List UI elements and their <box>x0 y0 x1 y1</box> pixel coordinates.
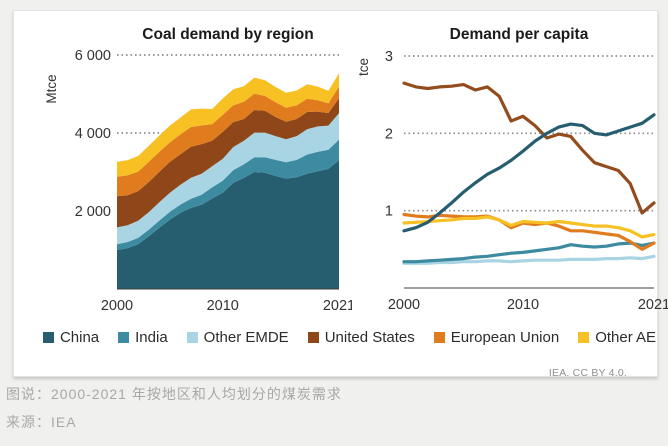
y-tick-label: 6 000 <box>75 48 111 64</box>
line-china <box>402 113 656 233</box>
x-tick-label: 2000 <box>388 297 420 311</box>
united-states-swatch-icon <box>307 332 319 343</box>
x-tick-label: 2000 <box>101 298 133 311</box>
y-axis-unit: tce <box>359 58 371 76</box>
demand-per-capita-chart: 1 2 3 tce 2000 2010 2021 <box>359 49 668 311</box>
legend-label: India <box>135 329 168 346</box>
x-tick-label: 2010 <box>207 298 239 311</box>
x-tick-label: 2010 <box>507 297 539 311</box>
legend-item-other-ae: Other AE <box>578 329 656 346</box>
figure-card: Coal demand by region Demand per capita … <box>13 10 668 379</box>
area-united-states <box>117 98 339 228</box>
line-united-states <box>402 81 656 215</box>
other-ae-swatch-icon <box>578 332 590 343</box>
legend-item-india: India <box>118 329 168 346</box>
other-emde-swatch-icon <box>186 332 198 343</box>
legend-label: Other EMDE <box>203 329 289 346</box>
legend-item-european-union: European Union <box>433 329 560 346</box>
legend-label: China <box>59 329 100 346</box>
area-china <box>117 160 339 289</box>
european-union-swatch-icon <box>433 332 445 343</box>
legend-item-other-emde: Other EMDE <box>186 329 289 346</box>
legend-label: European Union <box>450 329 560 346</box>
area-european-union <box>117 86 339 197</box>
line-european-union <box>402 212 656 251</box>
area-other-emde <box>117 113 339 245</box>
line-other-emde <box>402 254 656 265</box>
per-capita-chart-title: Demand per capita <box>449 26 589 43</box>
y-axis-unit: Mtce <box>44 74 59 103</box>
area-other-ae <box>117 73 339 177</box>
x-tick-label: 2021 <box>638 297 668 311</box>
legend-label: United States <box>324 329 415 346</box>
attribution-text: IEA. CC BY 4.0. <box>548 367 627 379</box>
y-tick-label: 1 <box>385 204 393 220</box>
coal-demand-chart-title: Coal demand by region <box>142 26 314 43</box>
line-india <box>402 241 656 264</box>
y-tick-label: 2 <box>385 126 393 142</box>
line-other-ae <box>402 215 656 239</box>
y-tick-label: 3 <box>385 49 393 65</box>
figure-caption: 图说：2000-2021 年按地区和人均划分的煤炭需求 <box>6 386 342 402</box>
x-tick-label: 2021 <box>323 298 352 311</box>
legend-item-china: China <box>42 329 100 346</box>
chart-legend: China India Other EMDE United States Eur… <box>27 329 668 346</box>
india-swatch-icon <box>118 332 130 343</box>
china-swatch-icon <box>42 332 54 343</box>
y-tick-label: 2 000 <box>75 204 111 220</box>
coal-demand-by-region-chart: 2 000 4 000 6 000 Mtce 2000 2010 2021 <box>44 48 352 311</box>
area-india <box>117 139 339 250</box>
legend-item-united-states: United States <box>307 329 415 346</box>
figure-source: 来源：IEA <box>6 414 77 430</box>
legend-label: Other AE <box>595 329 657 346</box>
y-tick-label: 4 000 <box>75 126 111 142</box>
